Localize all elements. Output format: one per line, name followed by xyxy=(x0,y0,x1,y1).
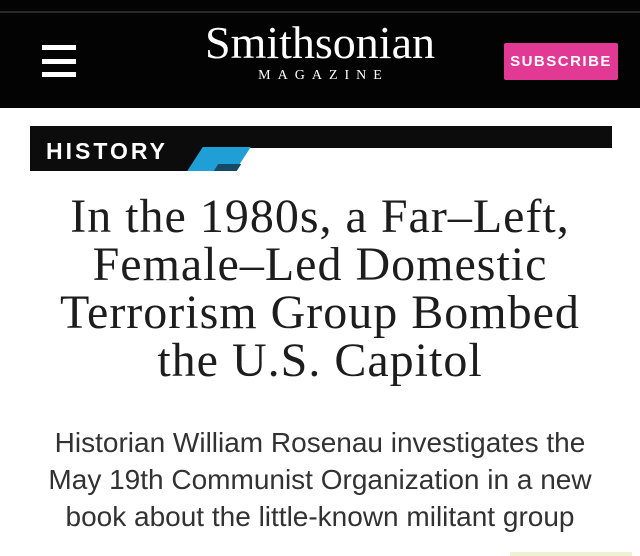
app-header: Smithsonian MAGAZINE SUBSCRIBE xyxy=(0,0,640,108)
section-link-history[interactable]: HISTORY xyxy=(30,126,208,171)
dek-line: Historian William Rosenau investigates t… xyxy=(54,427,586,458)
article-headline: In the 1980s, a Far–Left, Female–Led Dom… xyxy=(0,193,640,385)
article-dek: Historian William Rosenau investigates t… xyxy=(0,424,640,535)
subscribe-button[interactable]: SUBSCRIBE xyxy=(504,43,618,80)
headline-line: In the 1980s, a Far–Left, xyxy=(70,190,570,243)
brand-logo[interactable]: Smithsonian MAGAZINE xyxy=(0,20,640,84)
hamburger-icon xyxy=(42,72,76,77)
logo-title: Smithsonian xyxy=(204,17,436,68)
status-bar-divider xyxy=(0,11,640,13)
navy-parallelogram-icon xyxy=(213,164,242,171)
section-label: HISTORY xyxy=(46,137,168,164)
menu-button[interactable] xyxy=(42,45,76,77)
hamburger-icon xyxy=(42,45,76,50)
headline-line: the U.S. Capitol xyxy=(157,334,483,387)
hamburger-icon xyxy=(42,58,76,64)
headline-line: Female–Led Domestic xyxy=(92,238,548,291)
dek-line: book about the little-known militant gro… xyxy=(65,501,575,532)
dek-line: May 19th Communist Organization in a new xyxy=(48,464,592,495)
section-banner: HISTORY xyxy=(30,126,612,171)
headline-line: Terrorism Group Bombed xyxy=(60,286,580,339)
cropped-image-sliver xyxy=(510,552,632,556)
logo-subtitle: MAGAZINE xyxy=(258,68,389,83)
